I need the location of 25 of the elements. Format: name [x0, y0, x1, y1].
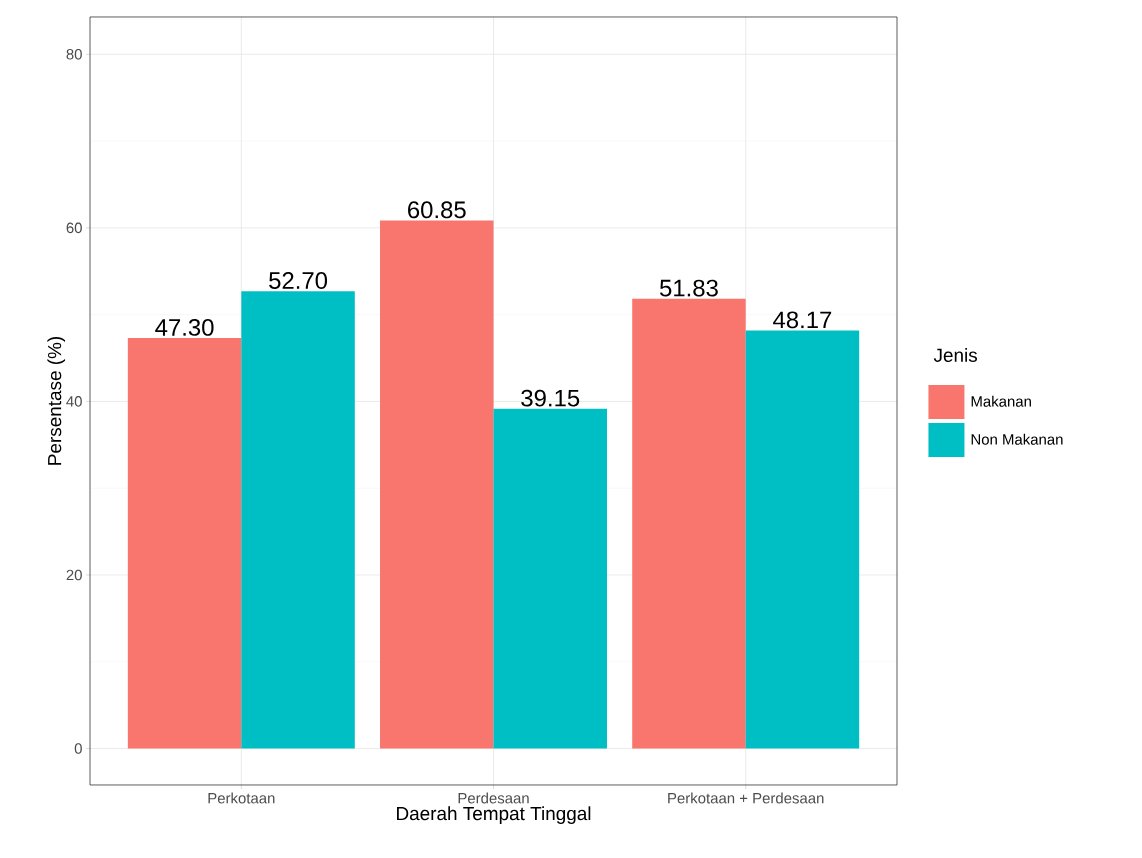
bar — [241, 291, 355, 749]
data-label: 48.17 — [773, 311, 832, 329]
data-label: 47.30 — [155, 318, 214, 336]
y-tick-label: 80 — [66, 49, 82, 60]
y-axis-title: Persentase (%) — [47, 336, 66, 465]
x-tick-label: Perkotaan — [208, 792, 275, 804]
data-label: 60.85 — [408, 201, 466, 219]
y-tick-label: 0 — [74, 743, 82, 754]
x-axis-title: Daerah Tempat Tinggal — [397, 806, 591, 824]
bar — [632, 298, 746, 749]
legend-title: Jenis — [933, 348, 978, 362]
y-tick-label: 40 — [66, 396, 82, 407]
legend-label: Makanan — [971, 395, 1031, 407]
bar — [127, 338, 242, 749]
data-label: 52.70 — [269, 272, 328, 290]
x-tick-label: Perdesaan — [458, 792, 529, 804]
bar — [745, 330, 860, 749]
y-tick-label: 20 — [66, 569, 82, 581]
x-tick-label: Perkotaan + Perdesaan — [668, 792, 824, 804]
y-tick-label: 60 — [66, 222, 82, 234]
bar — [493, 408, 607, 749]
data-label: 39.15 — [521, 389, 580, 407]
bar — [380, 220, 494, 749]
legend-label: Non Makanan — [971, 433, 1063, 445]
data-label: 51.83 — [659, 279, 718, 297]
